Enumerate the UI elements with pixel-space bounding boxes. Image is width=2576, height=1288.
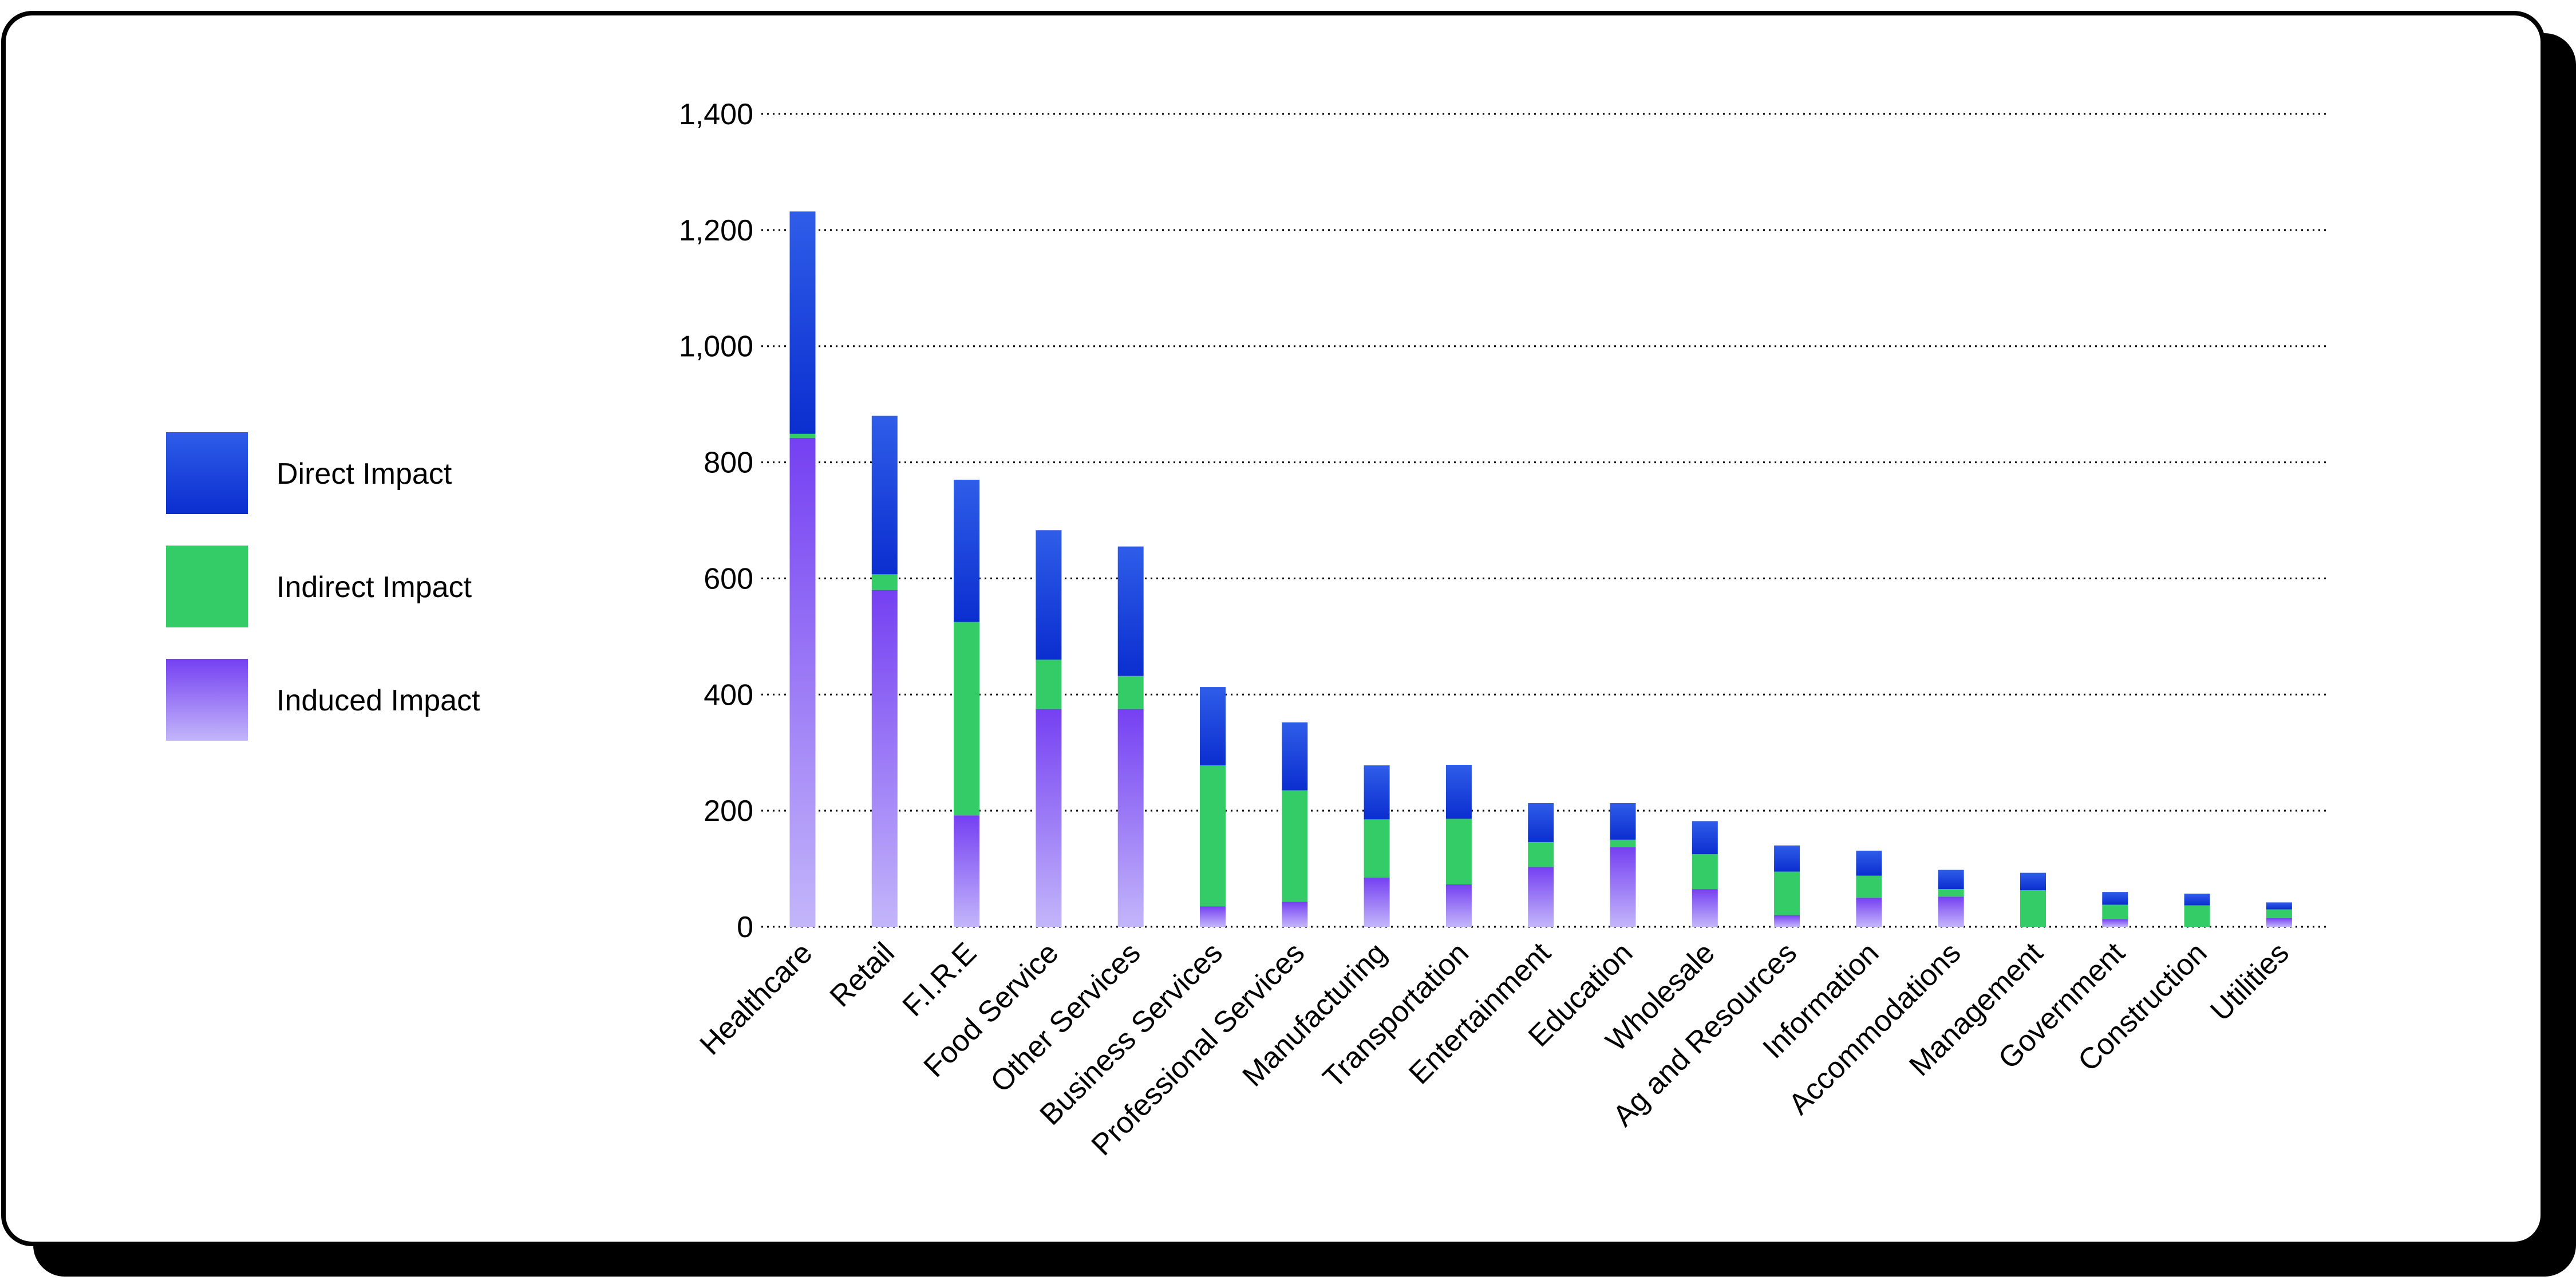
- legend-label-induced: Induced Impact: [276, 684, 480, 717]
- bar-stack: [954, 480, 980, 927]
- bar-stack: [1938, 870, 1964, 927]
- legend: Direct Impact Indirect Impact Induced Im…: [166, 432, 480, 741]
- bar-direct: [2102, 892, 2128, 905]
- bar-direct: [2184, 894, 2210, 906]
- bar-stack: [1528, 803, 1554, 927]
- bar-stack: [1610, 803, 1636, 927]
- bar-direct: [1282, 722, 1308, 791]
- bar-indirect: [789, 433, 816, 438]
- bar-direct: [1938, 870, 1964, 890]
- bar-stack: [2266, 902, 2292, 927]
- y-tick-label: 200: [704, 795, 753, 828]
- legend-item-indirect: Indirect Impact: [166, 546, 472, 627]
- legend-label-indirect: Indirect Impact: [276, 571, 472, 604]
- bar-induced: [871, 590, 898, 927]
- y-tick-label: 1,200: [679, 214, 753, 247]
- bar-stack: [1856, 851, 1882, 927]
- bar-induced: [1938, 896, 1964, 927]
- bar-indirect: [2020, 890, 2046, 927]
- bar-induced: [1610, 847, 1636, 927]
- bar-indirect: [1774, 871, 1800, 915]
- y-tick-label: 800: [704, 447, 753, 480]
- bar-indirect: [1200, 765, 1226, 907]
- bar-direct: [1528, 803, 1554, 842]
- bar-indirect: [1856, 875, 1882, 898]
- bar-induced: [1528, 867, 1554, 927]
- bar-induced: [1200, 906, 1226, 927]
- bar-induced: [1774, 915, 1800, 927]
- bar-induced: [2102, 919, 2128, 927]
- bars: [789, 211, 2292, 927]
- legend-item-direct: Direct Impact: [166, 432, 452, 514]
- bar-indirect: [1282, 790, 1308, 902]
- bar-indirect: [2102, 904, 2128, 919]
- bar-indirect: [954, 622, 980, 816]
- bar-direct: [1774, 846, 1800, 872]
- bar-indirect: [1528, 841, 1554, 867]
- bar-stack: [2102, 892, 2128, 927]
- bar-stack: [1692, 821, 1718, 927]
- bar-stack: [2020, 872, 2046, 927]
- bar-direct: [1692, 821, 1718, 855]
- bar-direct: [1364, 765, 1390, 820]
- bar-direct: [1117, 546, 1144, 676]
- legend-swatch-induced: [166, 659, 248, 741]
- bar-stack: [2184, 894, 2210, 927]
- bar-stack: [1282, 722, 1308, 927]
- bar-stack: [1036, 530, 1062, 927]
- legend-item-induced: Induced Impact: [166, 659, 480, 741]
- bar-indirect: [1445, 819, 1472, 884]
- bar-induced: [954, 815, 980, 927]
- legend-label-direct: Direct Impact: [276, 457, 452, 491]
- bar-induced: [1692, 889, 1718, 927]
- bar-indirect: [1117, 675, 1144, 709]
- bar-indirect: [2266, 909, 2292, 918]
- bar-direct: [2266, 902, 2292, 910]
- bar-direct: [954, 480, 980, 622]
- bar-induced: [1445, 884, 1472, 927]
- legend-swatch-direct: [166, 432, 248, 514]
- bar-direct: [1856, 851, 1882, 876]
- y-tick-label: 1,000: [679, 330, 753, 364]
- legend-swatch-indirect: [166, 546, 248, 627]
- bar-stack: [1117, 546, 1144, 927]
- bar-induced: [1364, 877, 1390, 927]
- bar-induced: [1856, 898, 1882, 927]
- bar-indirect: [1364, 819, 1390, 878]
- bar-induced: [1117, 709, 1144, 927]
- bar-stack: [1774, 846, 1800, 927]
- bar-direct: [1200, 687, 1226, 766]
- bar-indirect: [871, 574, 898, 590]
- y-tick-label: 400: [704, 678, 753, 712]
- bar-direct: [2020, 872, 2046, 891]
- bar-indirect: [1610, 839, 1636, 848]
- bar-indirect: [1938, 889, 1964, 897]
- bar-induced: [789, 437, 816, 927]
- bar-induced: [1282, 902, 1308, 927]
- bar-indirect: [1692, 854, 1718, 890]
- bar-induced: [1036, 709, 1062, 927]
- bar-induced: [2266, 918, 2292, 927]
- y-axis: 0 200 400 600 800 1,000 1,200 1,400: [679, 98, 753, 944]
- bar-stack: [1364, 765, 1390, 927]
- bar-direct: [1610, 803, 1636, 840]
- bar-direct: [789, 211, 816, 434]
- bar-direct: [1036, 530, 1062, 660]
- bar-stack: [789, 211, 816, 927]
- y-tick-label: 600: [704, 562, 753, 595]
- bar-indirect: [1036, 659, 1062, 709]
- bar-direct: [1445, 765, 1472, 819]
- bar-stack: [1200, 687, 1226, 927]
- card: [1, 11, 2545, 1246]
- bar-stack: [871, 416, 898, 927]
- bar-stack: [1445, 765, 1472, 927]
- bar-indirect: [2184, 905, 2210, 927]
- y-tick-label: 0: [737, 911, 753, 944]
- bar-direct: [871, 416, 898, 575]
- y-tick-label: 1,400: [679, 98, 753, 131]
